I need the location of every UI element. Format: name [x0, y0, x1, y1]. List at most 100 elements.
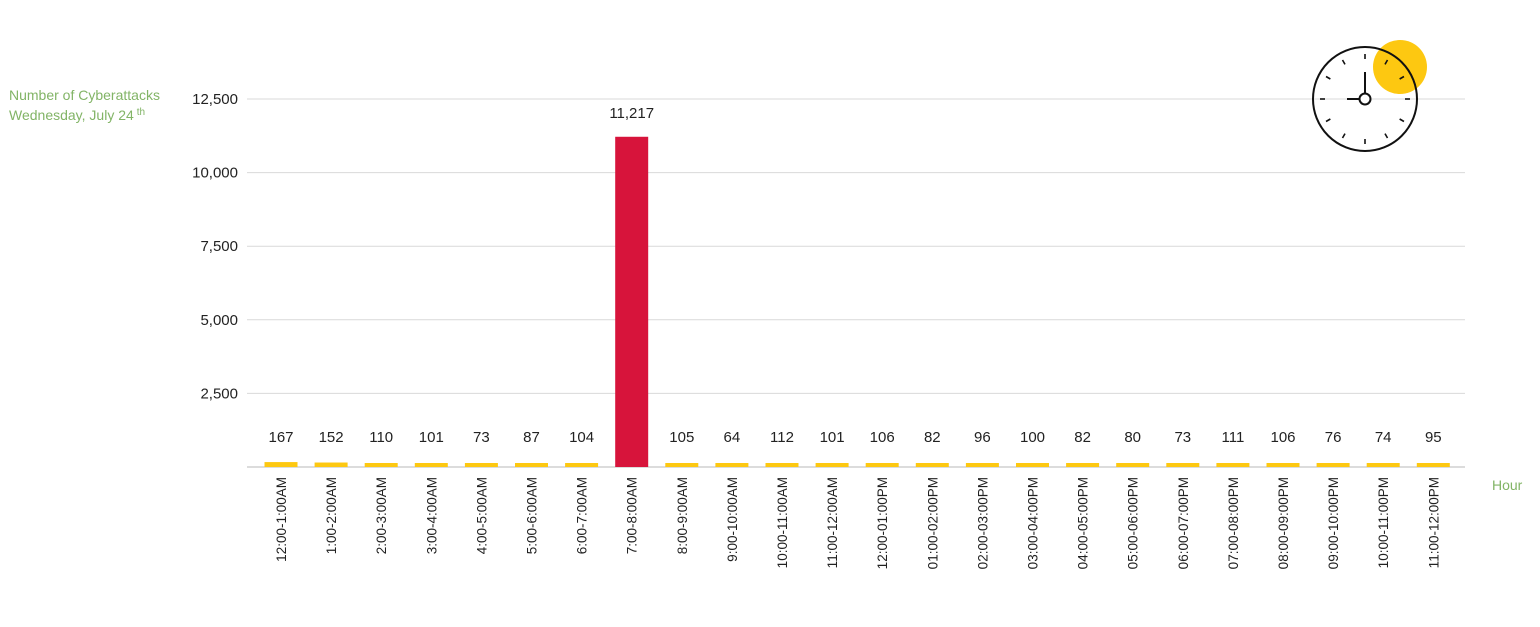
category-label: 6:00-7:00AM	[575, 477, 590, 554]
data-label: 73	[473, 429, 490, 446]
data-labels: 167 152 110 101 73 87 104 11,217 105 64 112 101 106 8…	[268, 105, 1441, 446]
category-label: 03:00-04:00PM	[1026, 477, 1041, 569]
bar	[565, 463, 599, 467]
bar	[665, 463, 699, 467]
data-label: 110	[369, 429, 393, 446]
data-label: 106	[1270, 429, 1295, 446]
bar	[1116, 463, 1150, 467]
data-label: 101	[820, 429, 845, 446]
category-label: 10:00-11:00PM	[1376, 477, 1391, 568]
category-label: 7:00-8:00AM	[625, 477, 640, 554]
category-label: 10:00-11:00AM	[775, 477, 790, 568]
category-label: 12:00-01:00PM	[875, 477, 890, 569]
category-label: 04:00-05:00PM	[1076, 477, 1091, 569]
category-label: 12:00-1:00AM	[274, 477, 289, 562]
category-label: 2:00-3:00AM	[374, 477, 389, 554]
category-label: 02:00-03:00PM	[975, 477, 990, 569]
data-label: 82	[924, 429, 941, 446]
bar	[464, 463, 498, 467]
bar	[1266, 463, 1300, 467]
category-label: 01:00-02:00PM	[925, 477, 940, 569]
category-labels: 12:00-1:00AM 1:00-2:00AM 2:00-3:00AM 3:00-4…	[274, 477, 1441, 569]
y-tick-label: 12,500	[192, 91, 238, 108]
category-label: 8:00-9:00AM	[675, 477, 690, 554]
category-label: 09:00-10:00PM	[1326, 477, 1341, 569]
bar	[1316, 463, 1350, 467]
data-label: 11,217	[609, 105, 654, 122]
bar	[715, 463, 749, 467]
clock-tick	[1341, 59, 1346, 65]
clock-ticks	[1320, 54, 1410, 144]
bar	[515, 463, 548, 467]
category-label: 9:00-10:00AM	[725, 477, 740, 562]
data-label: 105	[669, 429, 694, 446]
y-axis-label-line2: Wednesday, July 24	[9, 107, 134, 123]
data-label: 112	[770, 429, 794, 446]
bar	[1416, 463, 1450, 467]
category-label: 06:00-07:00PM	[1176, 477, 1191, 569]
data-label: 74	[1375, 429, 1392, 446]
category-label: 11:00-12:00AM	[825, 477, 840, 568]
y-ticks: 2,500 5,000 7,500 10,000 12,500	[192, 91, 238, 402]
category-label: 1:00-2:00AM	[324, 477, 339, 554]
data-label: 106	[870, 429, 895, 446]
data-label: 101	[419, 429, 444, 446]
clock-tick	[1325, 75, 1331, 80]
category-label: 07:00-08:00PM	[1226, 477, 1241, 569]
data-label: 73	[1174, 429, 1191, 446]
data-label: 96	[974, 429, 991, 446]
bar	[865, 463, 899, 467]
y-tick-label: 10,000	[192, 165, 238, 182]
clock-tick	[1399, 118, 1405, 123]
bar	[1216, 463, 1250, 467]
category-label: 5:00-6:00AM	[525, 477, 540, 554]
data-label: 82	[1074, 429, 1091, 446]
bar	[314, 462, 348, 467]
gridlines	[247, 98, 1465, 468]
data-label: 104	[569, 429, 594, 446]
data-label: 80	[1124, 429, 1141, 446]
y-tick-label: 5,000	[200, 312, 238, 329]
data-label: 100	[1020, 429, 1045, 446]
clock-center	[1358, 92, 1372, 106]
bar	[765, 463, 799, 467]
data-label: 152	[319, 429, 344, 446]
bar	[1066, 463, 1100, 467]
data-label: 95	[1425, 429, 1442, 446]
bar	[1366, 463, 1400, 467]
clock-icon	[1312, 40, 1427, 152]
category-label: 11:00-12:00PM	[1426, 477, 1441, 568]
y-axis-label: Number of Cyberattacks	[9, 87, 160, 103]
category-label: 3:00-4:00AM	[424, 477, 439, 554]
bar	[364, 463, 398, 467]
clock-tick	[1384, 133, 1389, 139]
category-label: 4:00-5:00AM	[474, 477, 489, 554]
clock-tick	[1384, 59, 1389, 65]
y-tick-label: 2,500	[200, 385, 238, 402]
bar	[414, 463, 448, 467]
category-label: 08:00-09:00PM	[1276, 477, 1291, 569]
bar	[615, 136, 649, 467]
clock-face	[1312, 46, 1418, 152]
y-axis-label-line1: Number of Cyberattacks	[9, 87, 160, 103]
clock-tick	[1325, 118, 1331, 123]
data-label: 167	[268, 429, 293, 446]
x-axis-label: Hour	[1492, 477, 1523, 493]
clock-tick	[1341, 133, 1346, 139]
data-label: 111	[1221, 429, 1244, 446]
bars	[264, 136, 1450, 467]
bar	[264, 462, 298, 467]
data-label: 64	[724, 429, 741, 446]
clock-tick	[1399, 75, 1405, 80]
bar	[915, 463, 949, 467]
bar	[1166, 463, 1200, 467]
category-label: 05:00-06:00PM	[1126, 477, 1141, 569]
y-axis-label-superscript: th	[137, 107, 145, 118]
data-label: 76	[1325, 429, 1342, 446]
bar	[815, 463, 849, 467]
data-label: 87	[523, 429, 540, 446]
y-tick-label: 7,500	[200, 238, 238, 255]
bar	[965, 463, 999, 467]
